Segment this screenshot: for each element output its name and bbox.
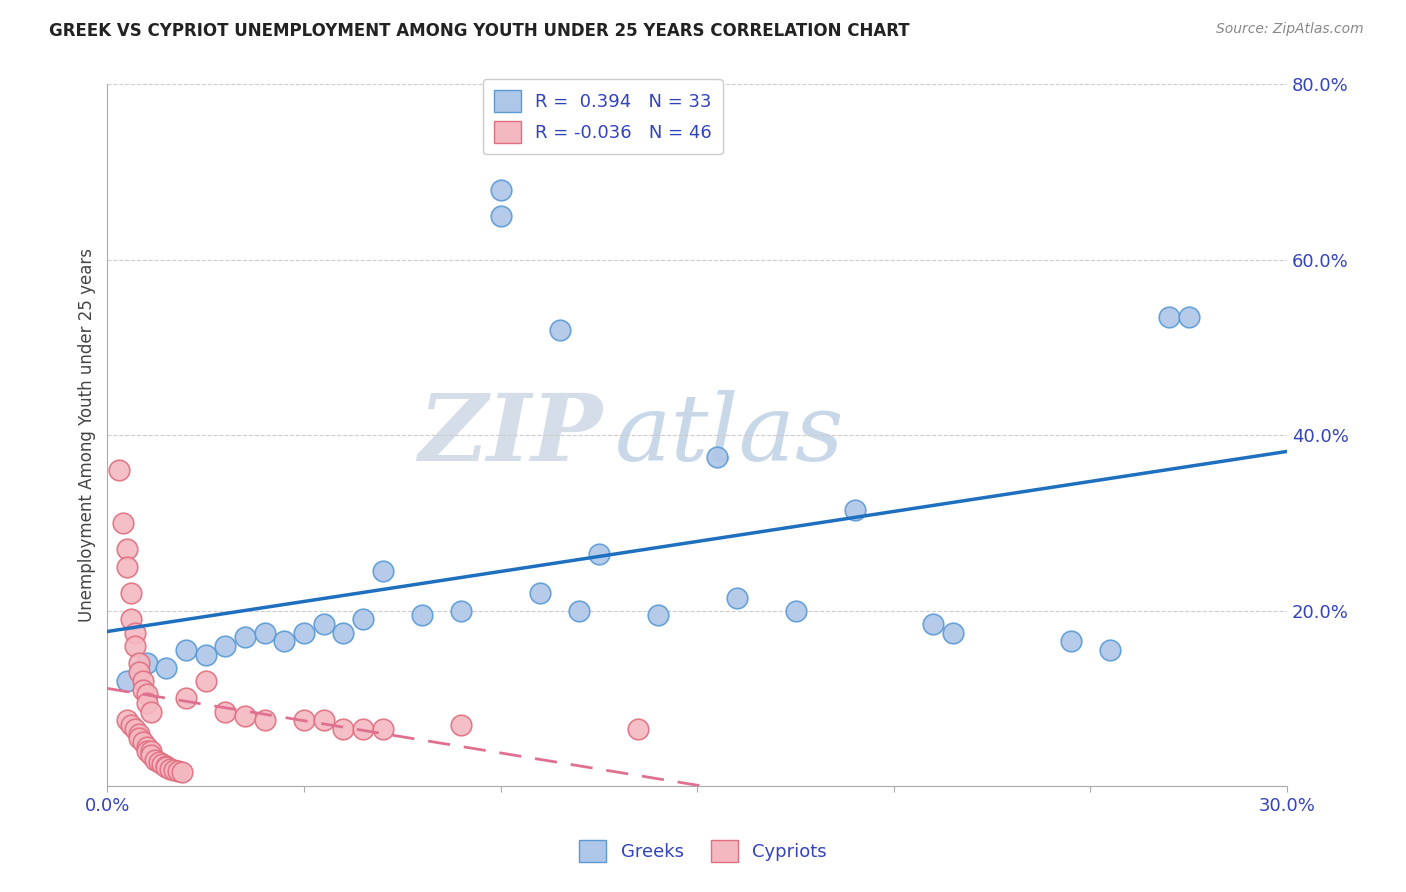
Point [371, 722, 394, 736]
Point [174, 643, 197, 657]
Text: atlas: atlas [614, 391, 844, 480]
Point [1178, 310, 1201, 324]
Point [139, 744, 162, 758]
Point [411, 608, 433, 623]
Point [172, 765, 194, 780]
Point [253, 714, 276, 728]
Point [194, 673, 217, 688]
Point [139, 748, 162, 763]
Point [139, 705, 162, 719]
Point [135, 657, 157, 671]
Point [725, 591, 748, 605]
Point [124, 625, 146, 640]
Point [155, 759, 177, 773]
Point [124, 639, 146, 653]
Point [120, 612, 142, 626]
Point [922, 616, 945, 631]
Text: Source: ZipAtlas.com: Source: ZipAtlas.com [1216, 22, 1364, 37]
Point [352, 722, 374, 736]
Point [112, 516, 135, 530]
Point [352, 612, 374, 626]
Point [273, 634, 295, 648]
Point [135, 687, 157, 701]
Point [233, 709, 256, 723]
Point [332, 722, 354, 736]
Point [568, 604, 591, 618]
Point [312, 616, 335, 631]
Y-axis label: Unemployment Among Youth under 25 years: Unemployment Among Youth under 25 years [79, 248, 96, 623]
Point [233, 630, 256, 644]
Point [450, 717, 472, 731]
Text: ZIP: ZIP [419, 391, 603, 480]
Point [647, 608, 669, 623]
Point [135, 744, 157, 758]
Legend: R =  0.394   N = 33, R = -0.036   N = 46: R = 0.394 N = 33, R = -0.036 N = 46 [482, 79, 723, 154]
Point [115, 673, 138, 688]
Point [450, 604, 472, 618]
Point [1159, 310, 1181, 324]
Point [135, 696, 157, 710]
Point [128, 665, 150, 679]
Point [292, 625, 315, 640]
Point [148, 755, 170, 769]
Point [152, 757, 174, 772]
Point [155, 661, 177, 675]
Point [1099, 643, 1122, 657]
Point [194, 648, 217, 662]
Point [120, 717, 142, 731]
Point [548, 323, 571, 337]
Point [214, 639, 236, 653]
Point [214, 705, 236, 719]
Point [529, 586, 551, 600]
Point [942, 625, 965, 640]
Point [115, 559, 138, 574]
Point [489, 183, 512, 197]
Point [253, 625, 276, 640]
Point [627, 722, 650, 736]
Point [1060, 634, 1083, 648]
Point [167, 764, 190, 779]
Point [706, 450, 728, 465]
Point [132, 682, 155, 697]
Text: GREEK VS CYPRIOT UNEMPLOYMENT AMONG YOUTH UNDER 25 YEARS CORRELATION CHART: GREEK VS CYPRIOT UNEMPLOYMENT AMONG YOUT… [49, 22, 910, 40]
Point [332, 625, 354, 640]
Point [174, 691, 197, 706]
Point [588, 547, 610, 561]
Point [785, 604, 807, 618]
Point [489, 209, 512, 223]
Point [163, 764, 186, 778]
Point [312, 714, 335, 728]
Point [128, 657, 150, 671]
Point [115, 542, 138, 557]
Point [115, 714, 138, 728]
Point [120, 586, 142, 600]
Point [143, 753, 166, 767]
Point [159, 762, 181, 776]
Point [108, 463, 131, 477]
Point [844, 503, 866, 517]
Point [128, 726, 150, 740]
Point [155, 760, 177, 774]
Point [132, 673, 155, 688]
Point [128, 731, 150, 745]
Point [132, 735, 155, 749]
Point [124, 722, 146, 736]
Legend: Greeks, Cypriots: Greeks, Cypriots [572, 833, 834, 870]
Point [135, 739, 157, 754]
Point [292, 714, 315, 728]
Point [371, 564, 394, 578]
